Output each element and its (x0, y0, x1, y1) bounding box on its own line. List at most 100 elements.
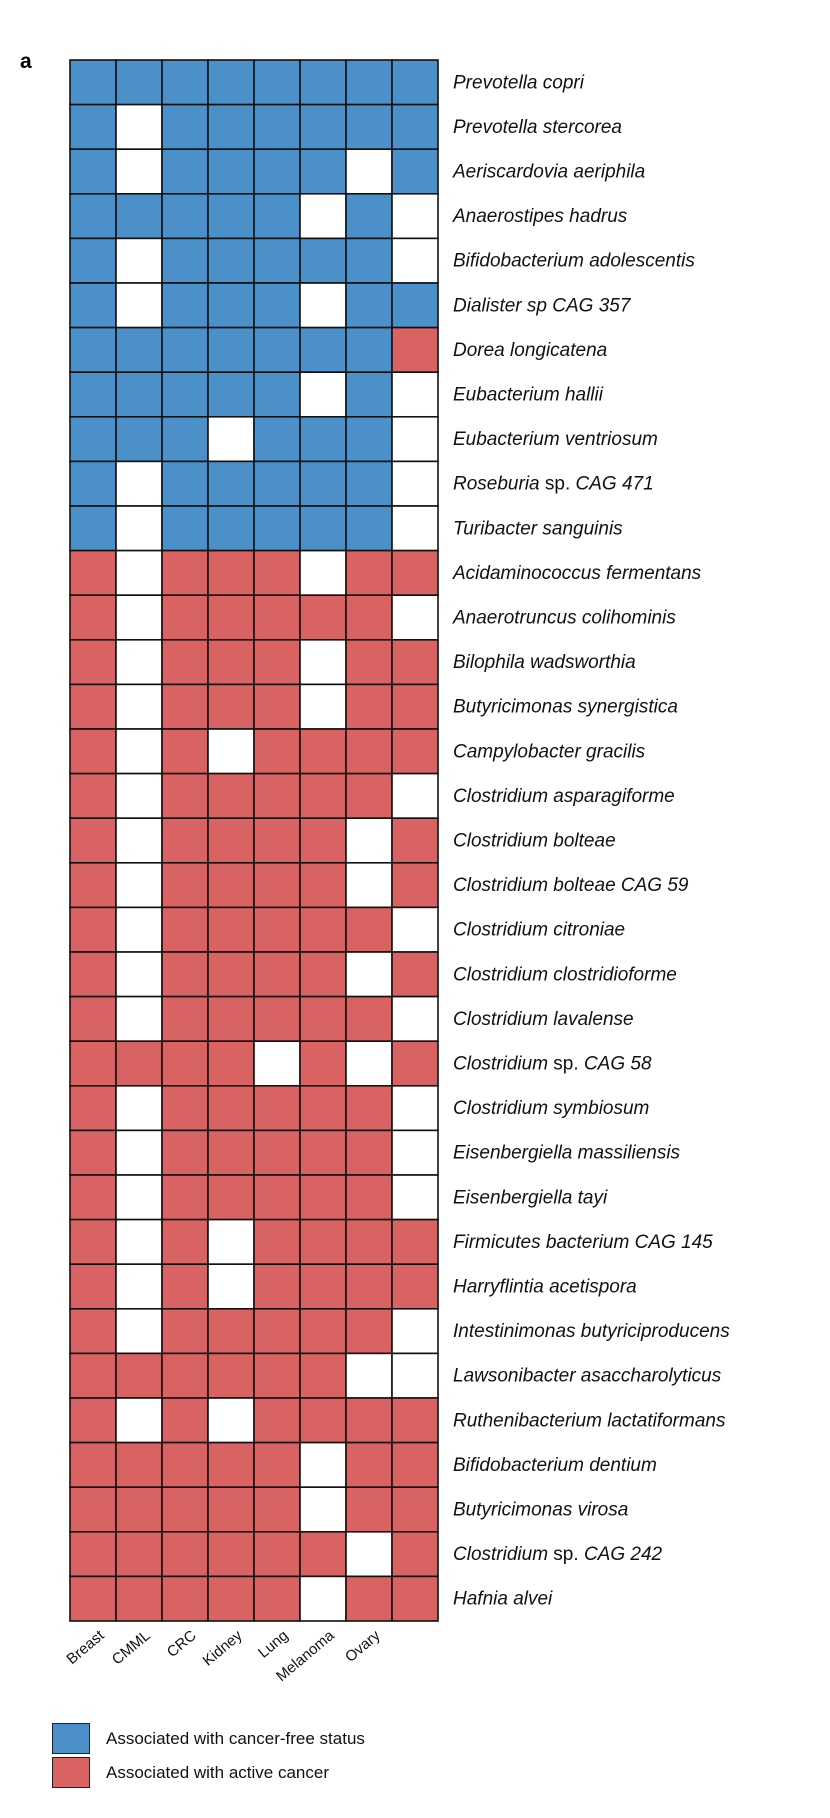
heatmap-cell (253, 282, 301, 329)
row-label: Eubacterium ventriosum (453, 429, 658, 450)
legend-swatch-red (52, 1757, 90, 1788)
column-label: Breast (63, 1627, 108, 1668)
heatmap-cell (161, 1486, 209, 1533)
heatmap-cell (253, 772, 301, 819)
heatmap-cell (207, 103, 255, 150)
heatmap-cell (207, 460, 255, 507)
heatmap-cell (299, 148, 347, 195)
heatmap-cell (299, 817, 347, 864)
heatmap-cell (253, 1441, 301, 1488)
heatmap-cell (115, 1308, 163, 1355)
heatmap-cell (253, 638, 301, 686)
heatmap-cell (253, 1486, 301, 1533)
row-label: Clostridium asparagiforme (453, 786, 675, 807)
heatmap-cell (207, 638, 255, 686)
heatmap-cell (391, 1174, 439, 1221)
heatmap-cell (391, 772, 439, 819)
heatmap-cell (253, 1218, 301, 1265)
heatmap-cell (253, 505, 301, 552)
heatmap-cell (115, 1174, 163, 1221)
heatmap-cell (161, 1352, 209, 1399)
heatmap-chart: Prevotella copri Prevotella stercorea Aeri… (63, 59, 730, 1685)
heatmap-cell (161, 415, 209, 463)
heatmap-cell (161, 103, 209, 150)
row-label: Clostridium bolteae CAG 59 (453, 875, 689, 896)
heatmap-cell (161, 505, 209, 552)
heatmap-cell (69, 1486, 117, 1533)
heatmap-cell (391, 1129, 439, 1176)
heatmap-cell (69, 282, 117, 329)
heatmap-cell (161, 237, 209, 284)
heatmap-cell (207, 1040, 255, 1087)
heatmap-cell (115, 193, 163, 240)
heatmap-cell (115, 861, 163, 909)
heatmap-cell (161, 1085, 209, 1132)
heatmap-cell (207, 594, 255, 641)
heatmap-cell (161, 1441, 209, 1488)
column-label: Ovary (342, 1627, 384, 1666)
heatmap-cell (69, 326, 117, 374)
heatmap-cell (253, 193, 301, 240)
row-label: Clostridium lavalense (453, 1009, 634, 1030)
heatmap-cell (207, 906, 255, 953)
heatmap-cell (391, 1263, 439, 1310)
heatmap-cell (391, 683, 439, 730)
row-label: Clostridium sp. CAG 242 (453, 1544, 663, 1565)
heatmap-cell (345, 1174, 393, 1221)
heatmap-cell (299, 103, 347, 150)
heatmap-cell (207, 995, 255, 1042)
heatmap-cell (253, 1129, 301, 1176)
heatmap-cell (391, 1486, 439, 1533)
heatmap-cell (391, 1352, 439, 1399)
heatmap-cell (207, 1397, 255, 1444)
heatmap-cell (345, 282, 393, 329)
heatmap-cell (69, 415, 117, 463)
row-label: Clostridium citroniae (453, 920, 625, 941)
heatmap-cell (115, 1129, 163, 1176)
row-label: Harryflintia acetispora (453, 1277, 637, 1298)
row-label: Anaerotruncus colihominis (452, 608, 676, 629)
heatmap-cell (69, 1531, 117, 1578)
heatmap-cell (207, 772, 255, 819)
heatmap-cell (345, 549, 393, 596)
heatmap-cell (299, 995, 347, 1042)
heatmap-cell (207, 326, 255, 374)
heatmap-cell (345, 1085, 393, 1132)
row-label: Acidaminococcus fermentans (452, 563, 702, 584)
heatmap-cell (345, 817, 393, 864)
heatmap-cell (253, 861, 301, 909)
heatmap-cell (299, 1218, 347, 1265)
heatmap-cell (115, 995, 163, 1042)
heatmap-cell (115, 951, 163, 998)
column-label: Lung (255, 1627, 291, 1661)
heatmap-cell (207, 1486, 255, 1533)
row-label: Roseburia sp. CAG 471 (453, 474, 654, 495)
heatmap-cell (207, 1218, 255, 1265)
heatmap-cell (345, 103, 393, 150)
row-label: Butyricimonas virosa (453, 1500, 628, 1521)
heatmap-cell (207, 59, 255, 106)
row-label: Bilophila wadsworthia (453, 652, 636, 673)
heatmap-cell (69, 1174, 117, 1221)
heatmap-cell (207, 193, 255, 240)
heatmap-cell (253, 728, 301, 775)
heatmap-cell (161, 1218, 209, 1265)
column-label: CMML (109, 1627, 154, 1668)
heatmap-cell (299, 1085, 347, 1132)
heatmap-cell (161, 460, 209, 507)
heatmap-cell (69, 995, 117, 1042)
heatmap-cell (161, 1531, 209, 1578)
heatmap-cell (253, 326, 301, 374)
heatmap-cell (161, 638, 209, 686)
row-label: Bifidobacterium adolescentis (453, 251, 695, 272)
heatmap-cell (161, 148, 209, 195)
heatmap-cell (115, 1263, 163, 1310)
heatmap-cell (391, 415, 439, 463)
heatmap-cell (69, 237, 117, 284)
heatmap-cell (207, 549, 255, 596)
row-label: Dorea longicatena (453, 340, 607, 361)
heatmap-cell (69, 1441, 117, 1488)
column-label: Kidney (200, 1627, 246, 1670)
legend-swatch-blue (52, 1723, 90, 1754)
heatmap-cell (299, 728, 347, 775)
